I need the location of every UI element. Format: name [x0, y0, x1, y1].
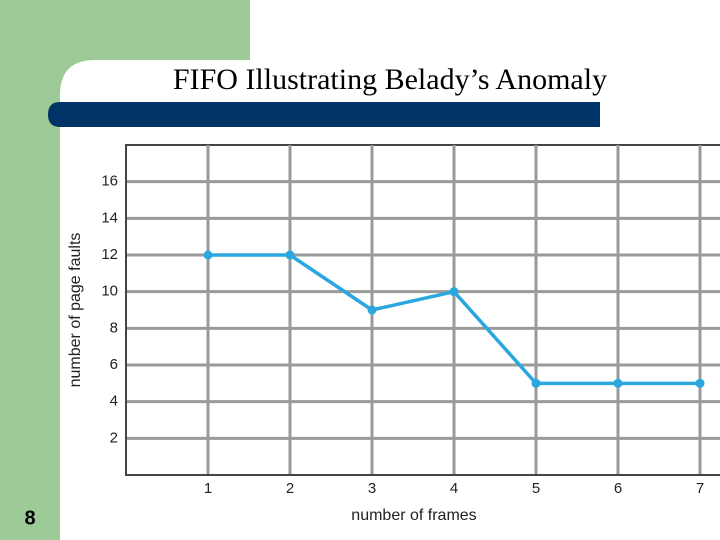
x-tick-label: 6 — [614, 480, 622, 497]
x-tick-label: 4 — [450, 480, 458, 497]
y-tick-label: 4 — [110, 393, 118, 410]
x-tick-label: 1 — [204, 480, 212, 497]
y-tick-label: 6 — [110, 356, 118, 373]
x-tick-label: 5 — [532, 480, 540, 497]
title-bar — [48, 102, 600, 127]
y-tick-label: 10 — [101, 283, 118, 300]
y-tick-label: 14 — [101, 209, 118, 226]
corner-curve — [60, 60, 250, 102]
x-axis-label: number of frames — [351, 507, 476, 524]
data-point — [203, 250, 213, 260]
data-point — [613, 378, 623, 388]
data-point — [449, 287, 459, 297]
y-tick-label: 2 — [110, 429, 118, 446]
x-tick-label: 7 — [696, 480, 704, 497]
y-tick-label: 12 — [101, 246, 118, 263]
y-tick-label: 16 — [101, 173, 118, 190]
data-point — [531, 378, 541, 388]
plot-area — [125, 144, 720, 476]
y-axis-label: number of page faults — [67, 233, 84, 388]
data-point — [367, 305, 377, 315]
data-point — [285, 250, 295, 260]
slide-number: 8 — [24, 507, 35, 529]
x-tick-label: 3 — [368, 480, 376, 497]
x-tick-label: 2 — [286, 480, 294, 497]
data-point — [695, 378, 705, 388]
slide-title: FIFO Illustrating Belady’s Anomaly — [173, 63, 607, 96]
y-tick-label: 8 — [110, 319, 118, 336]
